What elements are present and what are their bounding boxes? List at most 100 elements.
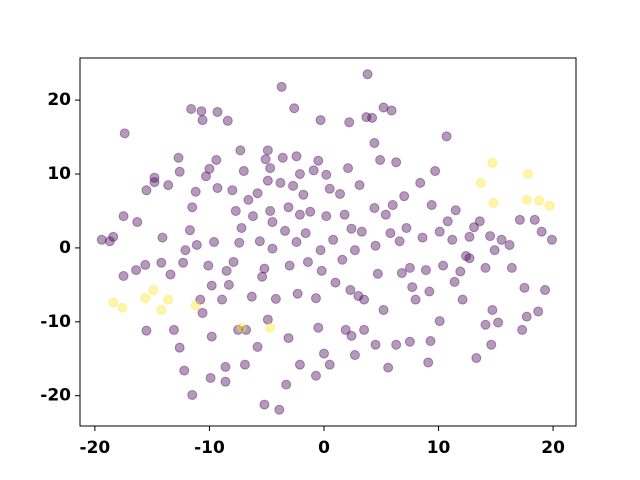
point	[191, 239, 202, 250]
point	[519, 282, 530, 293]
point	[486, 339, 497, 350]
point	[190, 186, 201, 197]
point	[141, 325, 152, 336]
point	[471, 353, 482, 364]
point	[434, 226, 445, 237]
point	[424, 286, 435, 297]
point	[337, 254, 348, 265]
y-tick-label: -20	[40, 386, 71, 406]
point	[385, 228, 396, 239]
point	[335, 188, 346, 199]
point	[108, 297, 119, 308]
point	[270, 293, 281, 304]
point	[489, 245, 500, 256]
point	[455, 266, 466, 277]
point	[475, 177, 486, 188]
point	[308, 165, 319, 176]
point	[228, 256, 239, 267]
point	[461, 251, 472, 262]
point	[174, 342, 185, 353]
point	[533, 306, 544, 317]
point	[205, 372, 216, 383]
point	[378, 304, 389, 315]
point	[217, 294, 228, 305]
point	[529, 214, 540, 225]
point	[447, 234, 458, 245]
point	[425, 336, 436, 347]
point	[283, 202, 294, 213]
point	[267, 243, 278, 254]
point	[404, 336, 415, 347]
point	[372, 268, 383, 279]
point	[260, 154, 271, 165]
y-tick-label: 0	[59, 238, 71, 258]
point	[163, 180, 174, 191]
point	[187, 389, 198, 400]
point	[310, 293, 321, 304]
point	[187, 202, 198, 213]
point	[281, 379, 292, 390]
point	[197, 115, 208, 126]
point	[178, 257, 189, 268]
point	[474, 216, 485, 227]
point	[464, 253, 475, 264]
point	[156, 257, 167, 268]
point	[238, 166, 249, 177]
point	[488, 197, 499, 208]
point	[369, 203, 380, 214]
point	[252, 341, 263, 352]
point	[340, 324, 351, 335]
point	[262, 314, 273, 325]
point	[349, 350, 360, 361]
point	[375, 154, 386, 165]
point	[410, 294, 421, 305]
point	[201, 171, 212, 182]
point	[165, 269, 176, 280]
point	[354, 180, 365, 191]
point	[300, 228, 311, 239]
point	[496, 234, 507, 245]
point	[430, 166, 441, 177]
point	[383, 362, 394, 373]
point	[315, 245, 326, 256]
plot-area	[96, 69, 557, 415]
point	[464, 231, 475, 242]
point	[536, 226, 547, 237]
point	[277, 152, 288, 163]
point	[401, 222, 412, 233]
point	[487, 304, 498, 315]
point	[362, 69, 373, 80]
point	[163, 294, 174, 305]
point	[196, 106, 207, 117]
point	[234, 237, 245, 248]
point	[380, 209, 391, 220]
point	[346, 330, 357, 341]
point	[370, 339, 381, 350]
point	[157, 232, 168, 243]
x-tick-label: -10	[194, 438, 225, 458]
point	[521, 311, 532, 322]
point	[267, 217, 278, 228]
point	[254, 236, 265, 247]
point	[259, 263, 270, 274]
point	[291, 151, 302, 162]
point	[506, 262, 517, 273]
point	[246, 291, 257, 302]
y-tick-label: 10	[47, 164, 71, 184]
point	[274, 404, 285, 415]
point	[480, 319, 491, 330]
point	[417, 232, 428, 243]
point	[204, 163, 215, 174]
point	[302, 256, 313, 267]
point	[96, 234, 107, 245]
point	[396, 268, 407, 279]
point	[442, 216, 453, 227]
point	[276, 81, 287, 92]
point	[265, 205, 276, 216]
point	[394, 236, 405, 247]
point	[220, 361, 231, 372]
point	[168, 324, 179, 335]
point	[480, 262, 491, 273]
